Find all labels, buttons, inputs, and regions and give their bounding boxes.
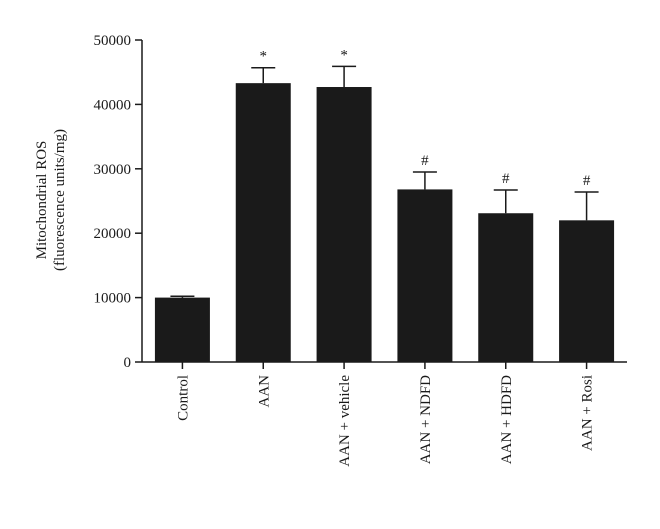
- y-axis-title: Mitochondrial ROS (fluorescence units/mg…: [34, 129, 68, 271]
- y-axis-title-line-1: Mitochondrial ROS: [34, 141, 50, 260]
- bar: [235, 83, 291, 362]
- plot-area: 0 10000 20000 30000 40000 50000 Control * AAN * AA…: [94, 33, 627, 467]
- bar: [397, 189, 453, 362]
- bar: [559, 220, 615, 362]
- x-tick-label: AAN + HDFD: [499, 375, 515, 464]
- y-tick-label: 20000: [94, 226, 132, 242]
- significance-marker: #: [421, 153, 429, 169]
- bar: [154, 297, 210, 362]
- x-tick-label: Control: [175, 375, 191, 421]
- y-tick-label: 50000: [94, 33, 132, 49]
- bar: [316, 87, 372, 363]
- x-tick-label: AAN + NDFD: [418, 375, 434, 464]
- bar: [478, 213, 534, 362]
- y-tick-label: 40000: [94, 97, 132, 113]
- significance-marker: #: [502, 171, 510, 187]
- x-tick-label: AAN + vehicle: [337, 375, 353, 467]
- significance-marker: *: [340, 47, 348, 63]
- y-tick-label: 0: [124, 355, 132, 371]
- y-tick-label: 10000: [94, 291, 132, 307]
- significance-marker: *: [260, 49, 268, 65]
- significance-marker: #: [583, 173, 591, 189]
- x-tick-label: AAN + Rosi: [580, 375, 596, 451]
- y-axis-title-line-2: (fluorescence units/mg): [52, 129, 68, 271]
- y-tick-label: 30000: [94, 162, 132, 178]
- x-tick-label: AAN: [256, 375, 272, 408]
